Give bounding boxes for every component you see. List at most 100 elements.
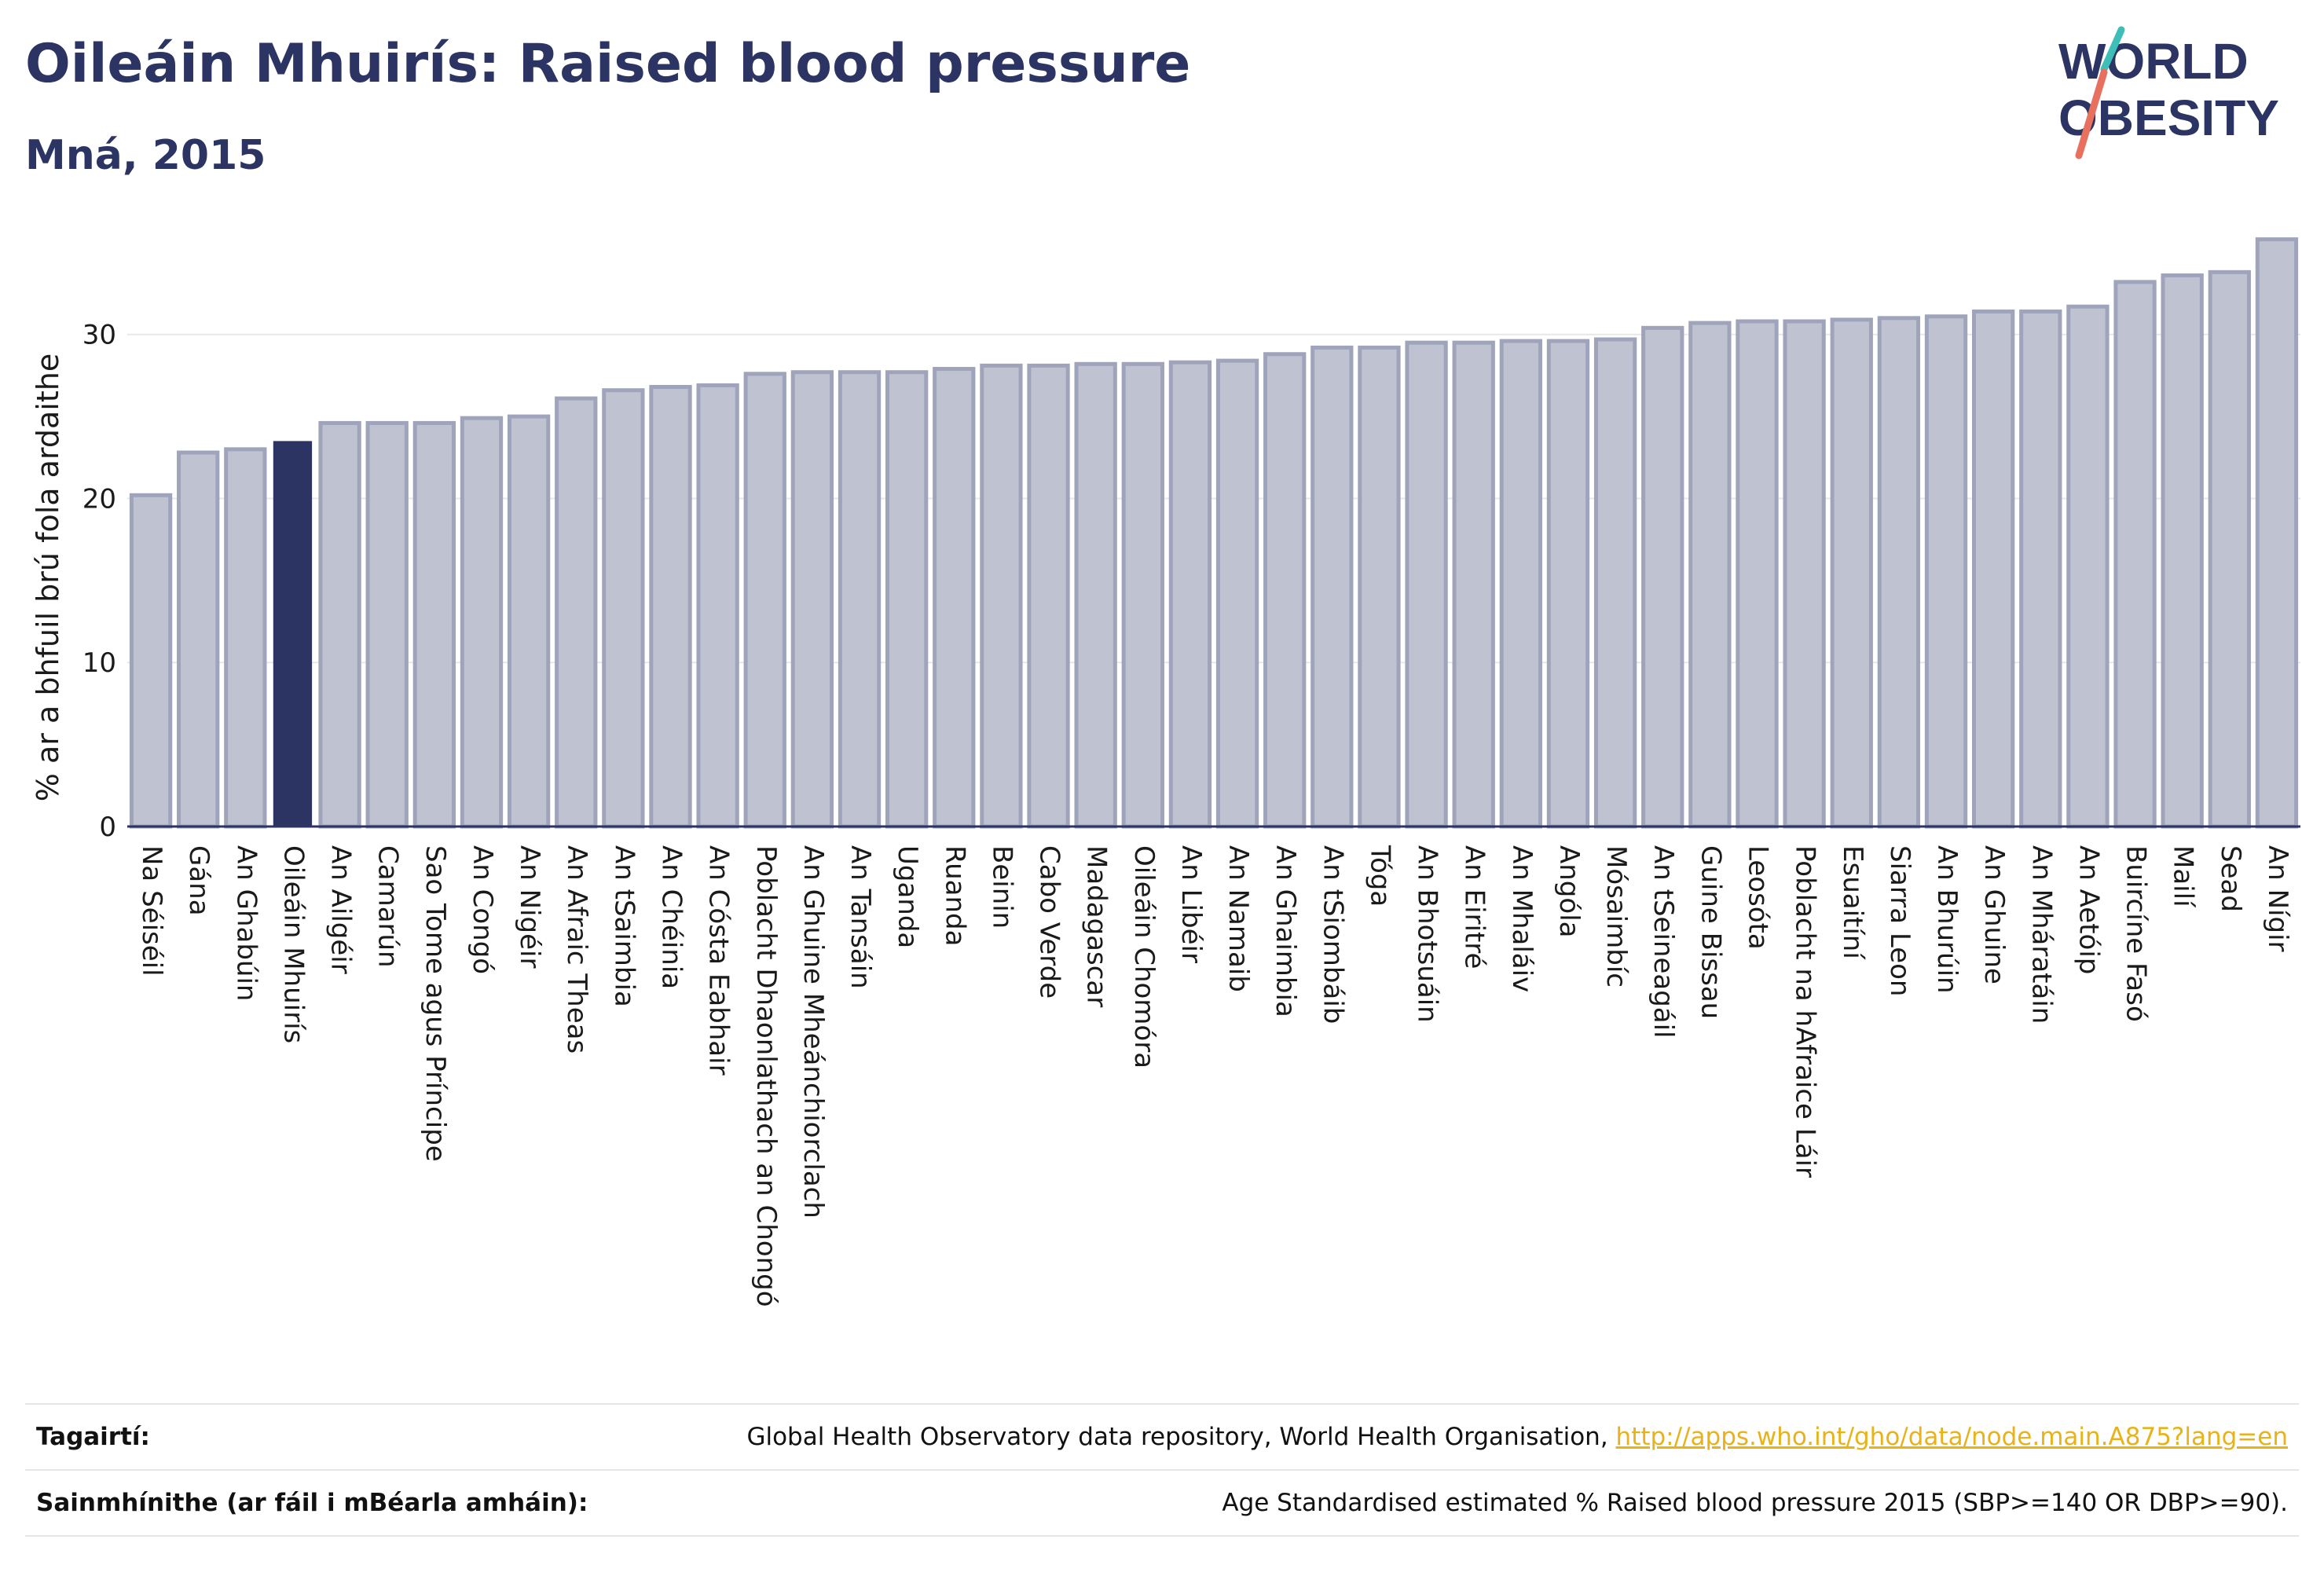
x-tick-label: Angóla	[1553, 845, 1585, 937]
x-tick-label: Na Séiséil	[136, 845, 167, 977]
bar	[885, 370, 929, 829]
x-tick-label: Madagascar	[1081, 845, 1113, 1007]
x-tick-label: An Nigéir	[514, 845, 545, 968]
y-tick-label: 20	[82, 483, 116, 515]
category-labels: Na Séiséil Gána An Ghabúin Oileáin Mhuirís A…	[136, 845, 2293, 1307]
x-tick-label: Oileáin Mhuirís	[277, 845, 309, 1043]
x-tick-label: Uganda	[892, 845, 923, 948]
y-tick-label: 10	[82, 647, 116, 679]
bar	[2113, 280, 2157, 829]
y-tick-label: 30	[82, 320, 116, 351]
bar	[2161, 273, 2204, 829]
bar	[129, 493, 173, 829]
x-tick-label: Cabo Verde	[1034, 845, 1065, 999]
x-tick-label: An Mhaláiv	[1506, 845, 1538, 992]
bar	[177, 450, 220, 829]
x-tick-label: An Ghaimbia	[1270, 845, 1301, 1017]
x-tick-label: Camarún	[372, 845, 404, 968]
x-tick-label: An tSaimbia	[608, 845, 640, 1007]
page-subtitle: Mná, 2015	[25, 132, 266, 179]
bar	[933, 367, 976, 829]
world-obesity-logo: WORLD OBESITY	[2058, 26, 2279, 159]
bar	[1168, 360, 1212, 829]
x-tick-label: An Libéir	[1175, 845, 1207, 963]
x-tick-label: Beinin	[986, 845, 1017, 929]
x-tick-label: Gána	[183, 845, 214, 916]
x-tick-label: An Cósta Eabhair	[703, 845, 735, 1076]
x-tick-label: Guine Bissau	[1695, 845, 1726, 1019]
bar	[365, 420, 409, 829]
bar	[838, 370, 882, 829]
source-row: Tagairtí: Global Health Observatory data…	[25, 1403, 2299, 1469]
x-tick-label: An Aetóip	[2073, 845, 2104, 974]
x-tick-label: An Ailgéir	[325, 845, 357, 974]
axes: 0 10 20 30	[82, 320, 2300, 843]
bars	[129, 237, 2299, 829]
bar	[507, 414, 551, 829]
x-tick-label: An Bhotsuáin	[1412, 845, 1443, 1023]
bar	[1736, 319, 1779, 829]
bar	[743, 372, 786, 829]
bar	[696, 383, 739, 829]
bar	[2019, 309, 2062, 829]
x-tick-label: An Chéinia	[656, 845, 687, 989]
definition-text: Age Standardised estimated % Raised bloo…	[1222, 1489, 2288, 1517]
bar	[1971, 309, 2015, 829]
definition-row: Sainmhínithe (ar fáil i mBéarla amháin):…	[25, 1469, 2299, 1537]
source-link[interactable]: http://apps.who.int/gho/data/node.main.A…	[1615, 1423, 2288, 1451]
x-tick-label: Poblacht Dhaonlathach an Chongó	[750, 845, 782, 1307]
x-tick-label: Mailí	[2168, 845, 2199, 908]
bar	[460, 416, 504, 829]
logo-slash-bottom	[2075, 68, 2108, 159]
y-axis-label: % ar a bhfuil brú fola ardaithe	[31, 354, 65, 801]
x-tick-label: An Nígir	[2262, 845, 2293, 952]
x-tick-label: Poblacht na hAfraice Láir	[1790, 845, 1821, 1178]
bar	[1310, 345, 1354, 829]
x-tick-label: Oileáin Chomóra	[1128, 845, 1160, 1068]
definition-label: Sainmhínithe (ar fáil i mBéarla amháin):	[36, 1489, 588, 1517]
x-tick-label: An tSeineagáil	[1648, 845, 1679, 1039]
bar-highlight	[273, 441, 313, 826]
bar	[1546, 339, 1590, 829]
x-tick-label: An tSiombáib	[1317, 845, 1348, 1024]
source-text: Global Health Observatory data repositor…	[746, 1423, 1616, 1451]
bar-chart: 0 10 20 30 Na Séiséil Gána An Ghabúin Oileáin …	[31, 237, 2300, 1307]
bar	[318, 420, 361, 829]
bar	[1593, 337, 1637, 829]
x-tick-label: An Ghuine	[1978, 845, 2010, 984]
x-tick-label: An Bhurúin	[1931, 845, 1963, 994]
x-tick-label: Ruanda	[939, 845, 970, 946]
bar	[790, 370, 834, 829]
x-tick-label: Esuaitíní	[1837, 845, 1868, 960]
bar	[1830, 317, 1873, 829]
bar	[555, 396, 598, 829]
bar	[1688, 321, 1732, 829]
bar	[1924, 314, 1968, 829]
logo-line1: WORLD	[2058, 33, 2249, 90]
x-tick-label: An Namaib	[1222, 845, 1254, 992]
bar	[1358, 345, 1401, 829]
x-tick-label: Sead	[2215, 845, 2246, 912]
bar	[412, 420, 456, 829]
references-table: Tagairtí: Global Health Observatory data…	[25, 1403, 2299, 1537]
x-tick-label: An Eiritré	[1459, 845, 1490, 969]
bar	[1027, 363, 1070, 829]
source-value: Global Health Observatory data repositor…	[746, 1423, 2299, 1451]
x-tick-label: Tóga	[1364, 845, 1395, 907]
bar	[1263, 352, 1307, 829]
bar	[224, 447, 267, 829]
bar	[2066, 304, 2110, 829]
x-tick-label: Buircíne Fasó	[2121, 845, 2152, 1022]
page-title: Oileáin Mhuirís: Raised blood pressure	[25, 33, 1191, 95]
bar	[602, 388, 645, 829]
bar	[649, 385, 692, 829]
x-tick-label: An Ghuine Mheánchiorclach	[797, 845, 829, 1219]
bar	[1783, 319, 1826, 829]
bar	[1405, 340, 1448, 829]
x-tick-label: An Tansáin	[845, 845, 876, 989]
bar	[1877, 316, 1921, 829]
source-label: Tagairtí:	[36, 1423, 150, 1451]
x-tick-label: An Ghabúin	[230, 845, 262, 1001]
bar	[1121, 361, 1164, 829]
x-tick-label: Mósaimbíc	[1600, 845, 1632, 988]
